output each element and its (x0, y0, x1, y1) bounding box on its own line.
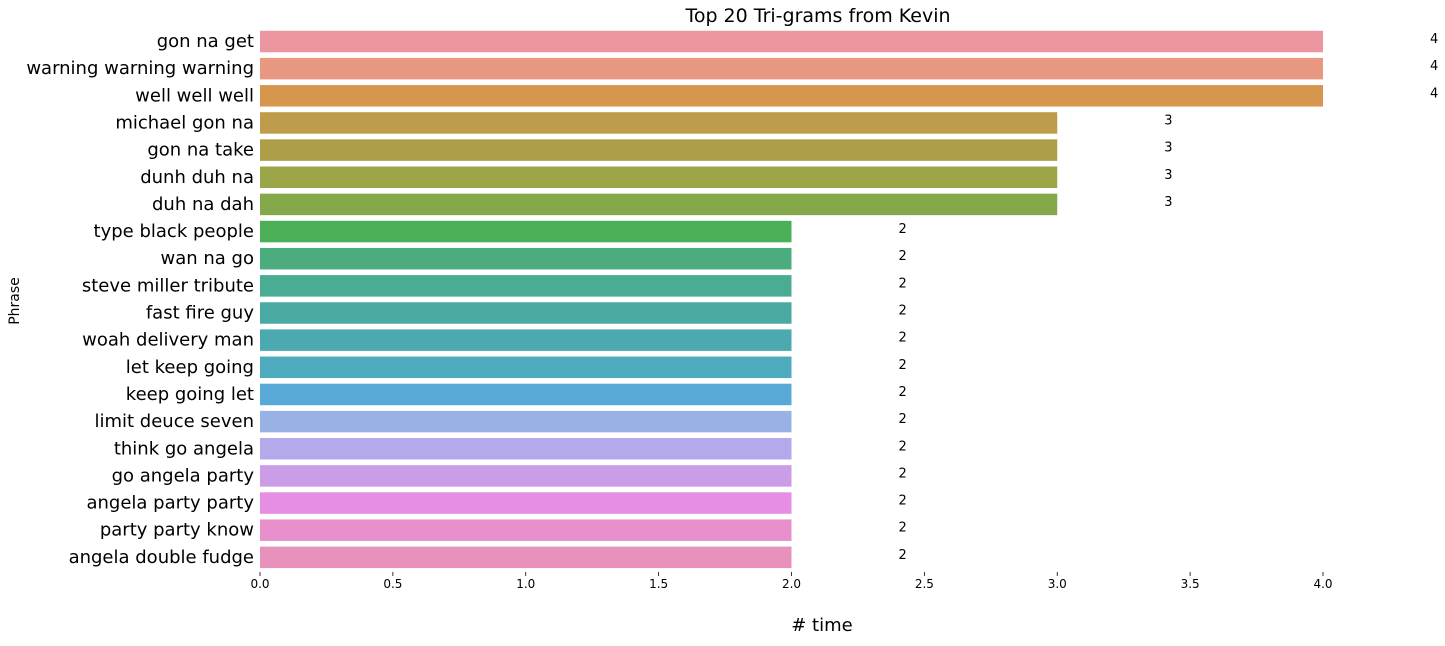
category-label: angela party party (86, 493, 254, 514)
x-tick-label: 3.0 (1048, 577, 1067, 591)
category-label: think go angela (114, 438, 254, 459)
chart-title: Top 20 Tri-grams from Kevin (684, 5, 950, 27)
x-tick-label: 4.0 (1313, 577, 1332, 591)
bar (260, 30, 1323, 53)
category-label: wan na go (161, 248, 254, 269)
x-axis-ticks: 0.0 0.5 1.0 1.5 2.0 2.5 3.0 3.5 4.0 (250, 572, 1333, 591)
value-label: 2 (899, 304, 907, 319)
bar (260, 438, 792, 460)
category-label: duh na dah (152, 194, 254, 215)
value-label: 2 (899, 412, 907, 427)
x-axis-label: # time (791, 615, 852, 636)
value-label: 4 (1430, 59, 1438, 74)
bar (260, 546, 792, 569)
value-label: 4 (1430, 86, 1438, 101)
value-label: 2 (899, 276, 907, 291)
value-label: 2 (899, 521, 907, 536)
value-label: 4 (1430, 32, 1438, 47)
bar (260, 139, 1058, 161)
x-tick-label: 0.5 (383, 577, 402, 591)
x-tick-label: 3.5 (1181, 577, 1200, 591)
bar (260, 275, 792, 297)
bar (260, 57, 1323, 80)
x-tick-label: 1.0 (516, 577, 535, 591)
bar (260, 492, 792, 514)
value-label: 2 (899, 385, 907, 400)
x-tick-label: 1.5 (649, 577, 668, 591)
bar (260, 465, 792, 487)
bar (260, 383, 792, 406)
category-label: limit deuce seven (94, 411, 254, 432)
value-label: 2 (899, 358, 907, 373)
value-label: 2 (899, 249, 907, 264)
category-label: dunh duh na (140, 167, 254, 188)
value-label: 3 (1164, 168, 1172, 183)
category-label: gon na get (157, 31, 254, 52)
category-label: steve miller tribute (82, 275, 254, 296)
value-label: 2 (899, 494, 907, 509)
value-label: 2 (899, 222, 907, 237)
category-label: warning warning warning (26, 58, 254, 79)
category-label: let keep going (126, 357, 254, 378)
bar (260, 329, 792, 351)
category-label: gon na take (147, 140, 254, 161)
bar (260, 193, 1058, 216)
value-label: 2 (899, 548, 907, 563)
bar (260, 356, 792, 379)
category-label: well well well (135, 85, 254, 106)
x-tick-label: 2.0 (782, 577, 801, 591)
value-label: 2 (899, 331, 907, 346)
x-tick-label: 0.0 (250, 577, 269, 591)
category-labels: gon na get warning warning warning well we… (26, 31, 254, 568)
value-label: 3 (1164, 195, 1172, 210)
value-label: 3 (1164, 141, 1172, 156)
value-label: 3 (1164, 113, 1172, 128)
bar (260, 302, 792, 324)
bar (260, 85, 1323, 107)
bar (260, 247, 792, 270)
bars-layer (260, 30, 1323, 569)
value-label: 2 (899, 439, 907, 454)
category-label: fast fire guy (146, 303, 254, 324)
x-tick-label: 2.5 (915, 577, 934, 591)
value-label: 2 (899, 466, 907, 481)
category-label: go angela party (112, 465, 255, 486)
bar (260, 166, 1058, 188)
bar (260, 220, 792, 243)
bar (260, 519, 792, 541)
category-label: woah delivery man (82, 330, 254, 351)
bar (260, 112, 1058, 134)
value-labels: 4 4 4 3 3 3 3 2 2 2 2 2 2 2 2 2 2 2 2 2 (899, 32, 1439, 563)
category-label: michael gon na (115, 112, 254, 133)
bar (260, 410, 792, 433)
category-label: party party know (100, 520, 254, 541)
y-axis-label: Phrase (7, 277, 23, 325)
category-label: type black people (94, 221, 254, 242)
category-label: keep going let (126, 384, 254, 405)
category-label: angela double fudge (69, 547, 254, 568)
